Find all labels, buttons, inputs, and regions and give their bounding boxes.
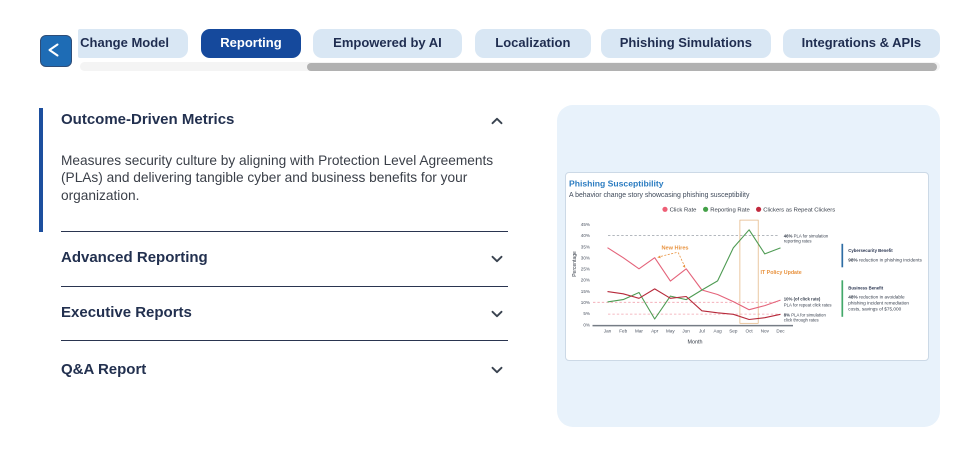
svg-text:Reporting Rate: Reporting Rate [710, 208, 750, 214]
svg-text:Nov: Nov [761, 329, 770, 334]
svg-text:8% PLA for simulation: 8% PLA for simulation [784, 312, 827, 317]
svg-text:48% reduction in avoidable: 48% reduction in avoidable [848, 294, 905, 299]
svg-text:Apr: Apr [651, 329, 659, 334]
svg-text:Feb: Feb [619, 329, 627, 334]
svg-text:Jan: Jan [604, 329, 612, 334]
svg-text:Month: Month [688, 340, 703, 346]
svg-text:costs, savings of $75,000: costs, savings of $75,000 [848, 306, 901, 311]
svg-text:Clickers as Repeat Clickers: Clickers as Repeat Clickers [763, 208, 835, 214]
svg-text:IT Policy Update: IT Policy Update [761, 270, 802, 276]
svg-text:45%: 45% [581, 222, 590, 227]
svg-text:Dec: Dec [776, 329, 785, 334]
svg-text:click through rates: click through rates [784, 317, 819, 322]
svg-text:46% PLA for simulation: 46% PLA for simulation [784, 233, 829, 238]
svg-text:PLA for repeat click rates: PLA for repeat click rates [784, 302, 832, 307]
svg-text:Jul: Jul [699, 329, 705, 334]
svg-text:A behavior change story showca: A behavior change story showcasing phish… [569, 192, 750, 199]
svg-text:Percentage: Percentage [572, 251, 578, 277]
svg-text:40%: 40% [581, 233, 590, 238]
svg-text:Cybersecurity Benefit: Cybersecurity Benefit [848, 248, 893, 253]
svg-text:10% (of click rate): 10% (of click rate) [784, 296, 821, 301]
svg-text:20%: 20% [581, 278, 590, 283]
svg-text:Sep: Sep [729, 329, 738, 334]
svg-text:35%: 35% [581, 244, 590, 249]
svg-text:5%: 5% [583, 311, 590, 316]
svg-text:Jun: Jun [682, 329, 690, 334]
svg-text:Business Benefit: Business Benefit [848, 285, 883, 290]
svg-text:May: May [666, 329, 675, 334]
svg-text:Oct: Oct [746, 329, 754, 334]
svg-text:0%: 0% [583, 322, 590, 327]
svg-text:10%: 10% [581, 300, 590, 305]
svg-text:reporting rates: reporting rates [784, 239, 812, 244]
svg-text:New Hires: New Hires [662, 246, 689, 252]
svg-text:98% reduction in phishing inci: 98% reduction in phishing incidents [848, 257, 922, 262]
svg-text:Click Rate: Click Rate [670, 208, 698, 214]
svg-text:Phishing Susceptibility: Phishing Susceptibility [569, 179, 664, 189]
svg-text:30%: 30% [581, 255, 590, 260]
svg-text:Aug: Aug [714, 329, 723, 334]
svg-text:phishing incident remediation: phishing incident remediation [848, 300, 909, 305]
svg-text:Mar: Mar [635, 329, 643, 334]
svg-text:25%: 25% [581, 267, 590, 272]
svg-text:15%: 15% [581, 289, 590, 294]
